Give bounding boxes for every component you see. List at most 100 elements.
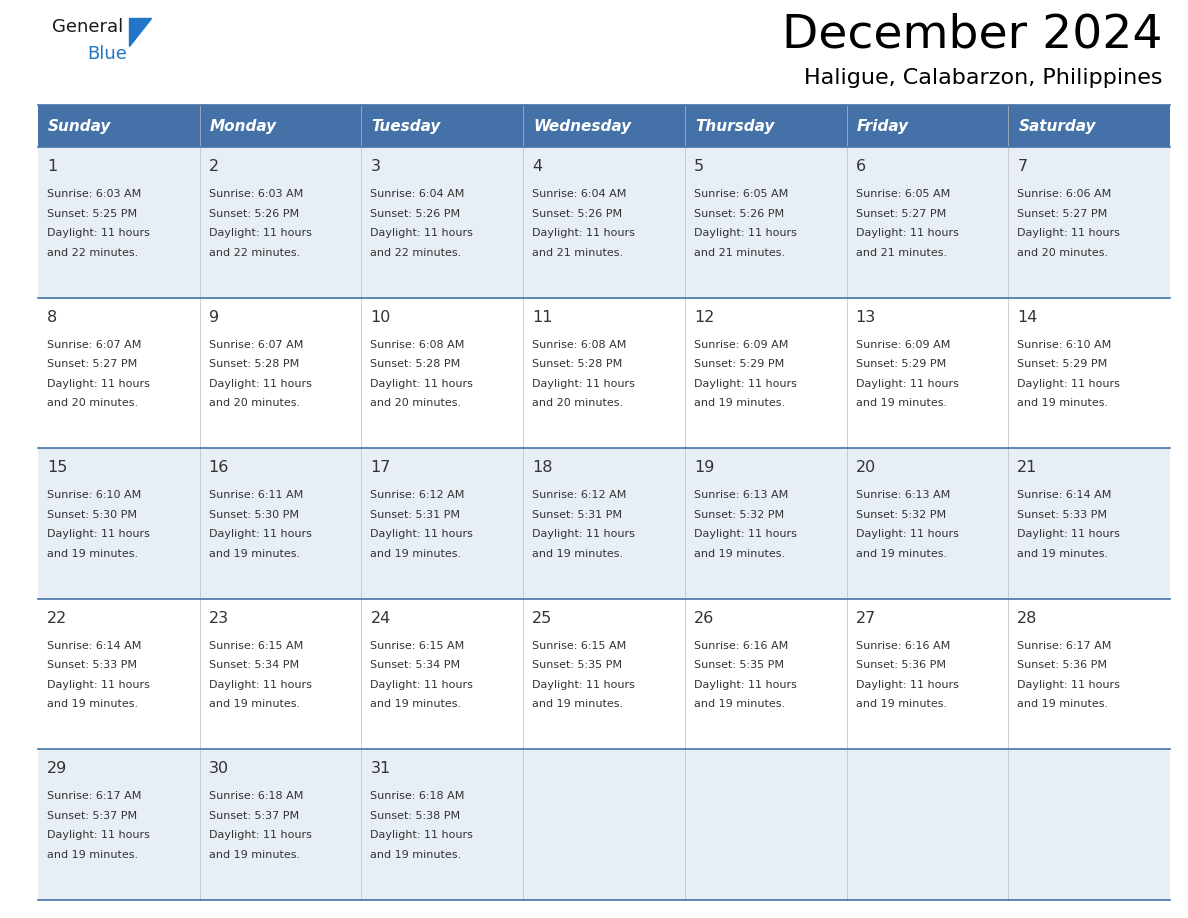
Text: Sunset: 5:30 PM: Sunset: 5:30 PM xyxy=(48,509,137,520)
Text: and 19 minutes.: and 19 minutes. xyxy=(209,549,299,559)
Text: 13: 13 xyxy=(855,309,876,325)
Text: 15: 15 xyxy=(48,460,68,476)
Text: Daylight: 11 hours: Daylight: 11 hours xyxy=(532,228,636,238)
Text: 18: 18 xyxy=(532,460,552,476)
Text: Blue: Blue xyxy=(87,45,127,63)
Text: 22: 22 xyxy=(48,610,68,626)
Text: Daylight: 11 hours: Daylight: 11 hours xyxy=(371,831,473,840)
Text: Sunrise: 6:15 AM: Sunrise: 6:15 AM xyxy=(371,641,465,651)
Text: Sunset: 5:26 PM: Sunset: 5:26 PM xyxy=(694,208,784,218)
Text: and 19 minutes.: and 19 minutes. xyxy=(532,549,624,559)
Text: Sunset: 5:29 PM: Sunset: 5:29 PM xyxy=(855,359,946,369)
Text: Daylight: 11 hours: Daylight: 11 hours xyxy=(1017,529,1120,539)
Text: Monday: Monday xyxy=(210,118,277,133)
Text: Sunrise: 6:05 AM: Sunrise: 6:05 AM xyxy=(694,189,788,199)
Text: and 19 minutes.: and 19 minutes. xyxy=(1017,700,1108,710)
Text: Daylight: 11 hours: Daylight: 11 hours xyxy=(694,529,797,539)
Text: Daylight: 11 hours: Daylight: 11 hours xyxy=(371,529,473,539)
Text: Daylight: 11 hours: Daylight: 11 hours xyxy=(48,831,150,840)
Text: and 19 minutes.: and 19 minutes. xyxy=(694,700,785,710)
Text: Sunday: Sunday xyxy=(48,118,112,133)
Text: Sunrise: 6:16 AM: Sunrise: 6:16 AM xyxy=(855,641,950,651)
Text: Daylight: 11 hours: Daylight: 11 hours xyxy=(209,228,311,238)
Text: Sunset: 5:28 PM: Sunset: 5:28 PM xyxy=(209,359,299,369)
Bar xyxy=(361,105,523,147)
Text: Daylight: 11 hours: Daylight: 11 hours xyxy=(532,680,636,689)
Text: and 19 minutes.: and 19 minutes. xyxy=(532,700,624,710)
Text: Daylight: 11 hours: Daylight: 11 hours xyxy=(48,680,150,689)
Bar xyxy=(38,105,200,147)
Text: Sunset: 5:30 PM: Sunset: 5:30 PM xyxy=(209,509,298,520)
Text: 9: 9 xyxy=(209,309,219,325)
Text: and 19 minutes.: and 19 minutes. xyxy=(855,398,947,409)
Text: Sunset: 5:27 PM: Sunset: 5:27 PM xyxy=(855,208,946,218)
Text: Sunrise: 6:07 AM: Sunrise: 6:07 AM xyxy=(48,340,141,350)
Text: Sunrise: 6:09 AM: Sunrise: 6:09 AM xyxy=(855,340,950,350)
Text: Daylight: 11 hours: Daylight: 11 hours xyxy=(694,680,797,689)
Text: and 19 minutes.: and 19 minutes. xyxy=(1017,549,1108,559)
Text: Daylight: 11 hours: Daylight: 11 hours xyxy=(209,831,311,840)
Text: 16: 16 xyxy=(209,460,229,476)
Text: Sunrise: 6:14 AM: Sunrise: 6:14 AM xyxy=(48,641,141,651)
Bar xyxy=(523,105,684,147)
Text: and 19 minutes.: and 19 minutes. xyxy=(855,700,947,710)
Text: and 19 minutes.: and 19 minutes. xyxy=(694,549,785,559)
Text: Sunrise: 6:03 AM: Sunrise: 6:03 AM xyxy=(48,189,141,199)
Text: and 19 minutes.: and 19 minutes. xyxy=(694,398,785,409)
Text: Sunset: 5:29 PM: Sunset: 5:29 PM xyxy=(694,359,784,369)
Text: Sunset: 5:36 PM: Sunset: 5:36 PM xyxy=(855,660,946,670)
Bar xyxy=(847,105,1009,147)
Text: Friday: Friday xyxy=(857,118,909,133)
Text: Sunrise: 6:03 AM: Sunrise: 6:03 AM xyxy=(209,189,303,199)
Text: Sunset: 5:28 PM: Sunset: 5:28 PM xyxy=(371,359,461,369)
Text: and 19 minutes.: and 19 minutes. xyxy=(371,850,462,860)
Text: Sunset: 5:38 PM: Sunset: 5:38 PM xyxy=(371,811,461,821)
Text: Sunrise: 6:15 AM: Sunrise: 6:15 AM xyxy=(209,641,303,651)
Text: Sunrise: 6:18 AM: Sunrise: 6:18 AM xyxy=(209,791,303,801)
Text: and 20 minutes.: and 20 minutes. xyxy=(371,398,462,409)
Text: Sunrise: 6:09 AM: Sunrise: 6:09 AM xyxy=(694,340,788,350)
Text: Daylight: 11 hours: Daylight: 11 hours xyxy=(855,378,959,388)
Text: 10: 10 xyxy=(371,309,391,325)
Text: Daylight: 11 hours: Daylight: 11 hours xyxy=(209,680,311,689)
Text: Sunrise: 6:17 AM: Sunrise: 6:17 AM xyxy=(48,791,141,801)
Text: Sunrise: 6:06 AM: Sunrise: 6:06 AM xyxy=(1017,189,1112,199)
Text: Daylight: 11 hours: Daylight: 11 hours xyxy=(371,680,473,689)
Text: Sunset: 5:26 PM: Sunset: 5:26 PM xyxy=(532,208,623,218)
Text: Sunrise: 6:15 AM: Sunrise: 6:15 AM xyxy=(532,641,626,651)
Polygon shape xyxy=(129,18,151,46)
Text: Sunrise: 6:04 AM: Sunrise: 6:04 AM xyxy=(371,189,465,199)
Text: and 19 minutes.: and 19 minutes. xyxy=(855,549,947,559)
Text: Daylight: 11 hours: Daylight: 11 hours xyxy=(48,228,150,238)
Text: Sunrise: 6:14 AM: Sunrise: 6:14 AM xyxy=(1017,490,1112,500)
Text: Sunrise: 6:08 AM: Sunrise: 6:08 AM xyxy=(532,340,626,350)
Text: and 21 minutes.: and 21 minutes. xyxy=(532,248,624,258)
Text: Daylight: 11 hours: Daylight: 11 hours xyxy=(48,378,150,388)
Text: Thursday: Thursday xyxy=(695,118,775,133)
Text: Daylight: 11 hours: Daylight: 11 hours xyxy=(371,378,473,388)
Text: 2: 2 xyxy=(209,159,219,174)
Text: Sunrise: 6:08 AM: Sunrise: 6:08 AM xyxy=(371,340,465,350)
Text: and 20 minutes.: and 20 minutes. xyxy=(532,398,624,409)
Text: Daylight: 11 hours: Daylight: 11 hours xyxy=(209,529,311,539)
Text: Wednesday: Wednesday xyxy=(533,118,631,133)
Text: 8: 8 xyxy=(48,309,57,325)
Text: and 19 minutes.: and 19 minutes. xyxy=(371,700,462,710)
Text: and 20 minutes.: and 20 minutes. xyxy=(209,398,299,409)
Text: Daylight: 11 hours: Daylight: 11 hours xyxy=(855,529,959,539)
Text: Daylight: 11 hours: Daylight: 11 hours xyxy=(1017,680,1120,689)
Text: 14: 14 xyxy=(1017,309,1037,325)
Text: and 21 minutes.: and 21 minutes. xyxy=(855,248,947,258)
Text: Daylight: 11 hours: Daylight: 11 hours xyxy=(532,378,636,388)
Bar xyxy=(38,599,1170,749)
Text: Sunset: 5:33 PM: Sunset: 5:33 PM xyxy=(1017,509,1107,520)
Text: and 19 minutes.: and 19 minutes. xyxy=(209,700,299,710)
Text: 4: 4 xyxy=(532,159,542,174)
Text: and 22 minutes.: and 22 minutes. xyxy=(48,248,138,258)
Text: 27: 27 xyxy=(855,610,876,626)
Text: Saturday: Saturday xyxy=(1018,118,1095,133)
Text: Sunrise: 6:05 AM: Sunrise: 6:05 AM xyxy=(855,189,950,199)
Text: Sunset: 5:29 PM: Sunset: 5:29 PM xyxy=(1017,359,1107,369)
Text: Daylight: 11 hours: Daylight: 11 hours xyxy=(48,529,150,539)
Bar xyxy=(38,749,1170,900)
